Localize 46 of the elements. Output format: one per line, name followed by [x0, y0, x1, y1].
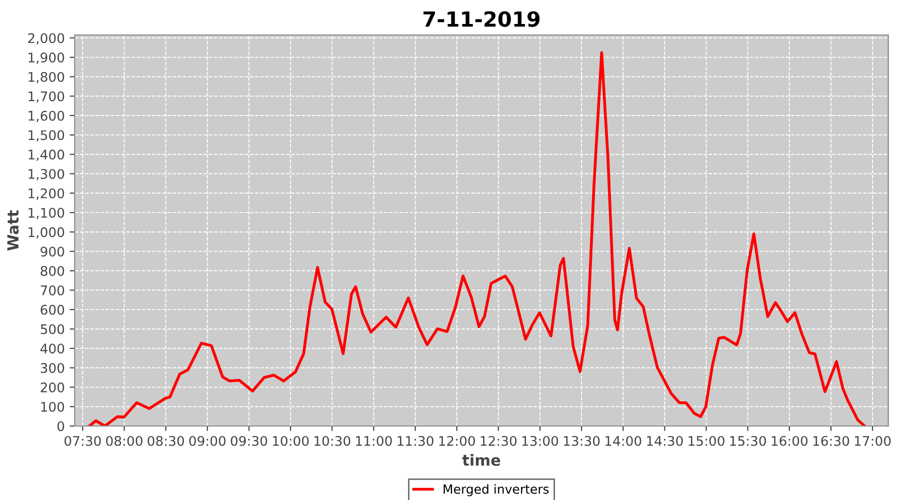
y-tick-label: 1,300 [28, 168, 64, 180]
x-tick-label: 09:30 [230, 436, 268, 446]
x-tick-label: 15:30 [730, 436, 766, 446]
y-tick-label: 2,000 [28, 33, 64, 44]
y-tick-label: 0 [57, 421, 64, 432]
x-tick-label: 09:00 [189, 436, 226, 446]
y-tick-label: 1,800 [28, 72, 64, 84]
y-tick-label: 900 [40, 246, 64, 257]
x-tick-label: 12:30 [480, 436, 517, 446]
x-tick-label: 13:00 [522, 436, 558, 446]
chart-title: 7-11-2019 [424, 11, 540, 27]
x-tick-label: 10:00 [272, 436, 309, 446]
x-tick-label: 10:30 [314, 436, 350, 446]
x-tick-label: 14:00 [606, 436, 642, 446]
x-tick-label: 12:00 [439, 436, 475, 446]
y-tick-label: 300 [40, 363, 64, 373]
x-tick-label: 08:00 [106, 436, 142, 446]
x-tick-label: 13:30 [564, 436, 600, 446]
x-tick-label: 11:00 [356, 436, 392, 446]
y-tick-label: 1,600 [28, 110, 64, 122]
x-tick-label: 15:00 [688, 436, 724, 446]
x-axis-title: time [462, 454, 500, 466]
x-tick-label: 07:30 [64, 436, 101, 446]
y-tick-label: 200 [40, 382, 64, 392]
line-series [88, 51, 866, 426]
y-tick-label: 1,500 [28, 130, 64, 142]
x-tick-label: 16:30 [813, 436, 850, 446]
y-tick-label: 1,100 [28, 208, 64, 220]
y-tick-label: 1,400 [28, 150, 64, 161]
y-tick-label: 1,200 [28, 188, 64, 200]
y-axis-title: Watt [7, 210, 19, 251]
y-tick-label: 800 [40, 266, 64, 276]
x-tick-label: 17:00 [854, 436, 891, 446]
y-tick-label: 400 [40, 344, 64, 354]
y-tick-label: 1,700 [28, 91, 64, 103]
x-tick-label: 14:30 [647, 436, 683, 446]
y-tick-label: 500 [40, 324, 64, 334]
y-tick-label: 700 [40, 285, 64, 296]
x-tick-label: 16:00 [772, 436, 808, 446]
y-tick-label: 1,900 [28, 52, 64, 64]
y-tick-label: 100 [41, 402, 64, 412]
x-tick-label: 11:30 [398, 436, 434, 446]
x-tick-label: 08:30 [148, 436, 184, 446]
y-tick-label: 1,000 [28, 227, 64, 238]
legend-label: Merged inverters [444, 484, 549, 496]
y-tick-label: 600 [40, 304, 64, 315]
